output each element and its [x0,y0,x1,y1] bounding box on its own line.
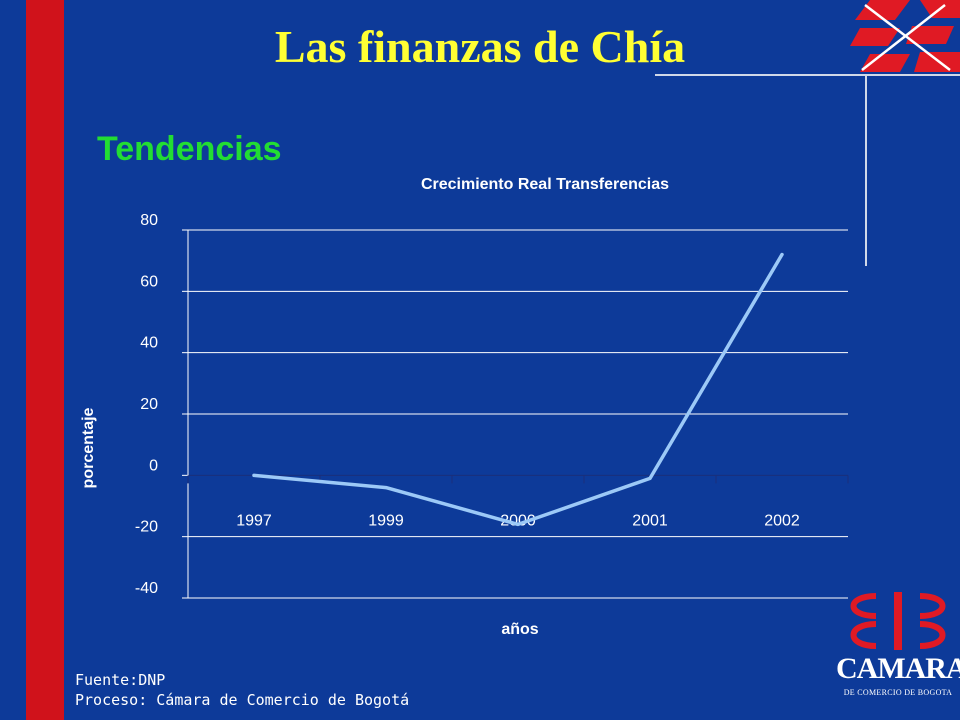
title-vertical-rule [865,76,867,266]
data-point [516,522,520,526]
x-tick-label: 2000 [500,512,536,529]
y-tick-label: 60 [140,273,158,290]
y-tick-label: 80 [140,212,158,229]
left-margin [0,0,26,720]
y-tick-label: 0 [149,457,158,474]
red-accent-bar [26,0,64,720]
title-underline [655,74,960,76]
x-tick-label: 2001 [632,512,668,529]
data-point [384,486,388,490]
y-tick-label: 20 [140,396,158,413]
data-point [780,253,784,257]
logo-wordmark: CAMARA [836,652,960,685]
process-label: Proceso: Cámara de Comercio de Bogotá [75,691,410,709]
x-tick-label: 1999 [368,512,404,529]
y-axis-label: porcentaje [80,407,97,488]
x-tick-label: 1997 [236,512,272,529]
y-tick-label: -40 [135,580,158,597]
data-point [648,476,652,480]
x-axis-label: años [501,621,538,638]
series-line [252,252,784,527]
source-label: Fuente:DNP [75,671,166,689]
slide-title: Las finanzas de Chía [274,21,686,72]
camara-logo-emblem [850,592,946,650]
data-point [252,473,256,477]
y-tick-label: 40 [140,335,158,352]
x-tick-label: 2002 [764,512,800,529]
top-logo-emblem [850,0,960,76]
line-chart: Crecimiento Real Transferencias806040200… [80,176,849,638]
logo-subtext: DE COMERCIO DE BOGOTA [843,688,953,697]
footer: Fuente:DNP Proceso: Cámara de Comercio d… [75,670,409,710]
y-tick-label: -20 [135,519,158,536]
chart-title: Crecimiento Real Transferencias [421,176,669,193]
slide-subtitle: Tendencias [97,130,282,168]
